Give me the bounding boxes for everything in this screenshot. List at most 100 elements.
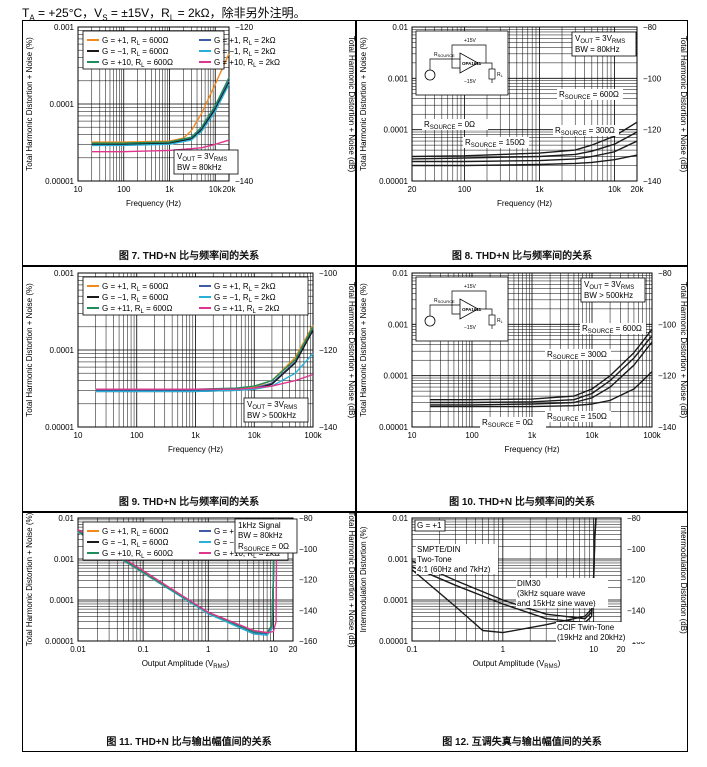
wire <box>429 304 460 316</box>
label-bg <box>557 89 623 100</box>
x-tick-label: 100 <box>465 431 479 440</box>
series-line <box>412 140 638 163</box>
label-bg <box>416 564 498 574</box>
y2-tick-label: −140 <box>299 606 318 615</box>
annotation-text: and 15kHz sine wave) <box>517 599 596 608</box>
legend-label: G = +1, RL = 2kΩ <box>214 36 276 47</box>
inset-label: RL <box>497 318 504 324</box>
inset-label: −15V <box>464 79 476 85</box>
y2-axis-label: Total Harmonic Distortion + Noise (dB) <box>347 282 356 419</box>
inset-label: RSOURCE <box>434 52 455 58</box>
series-line <box>411 131 638 160</box>
series-line <box>91 139 230 153</box>
legend-label: G = +10, RL = 2kΩ <box>214 549 280 560</box>
chart-panel-fig11: 0.00001 0.0001 0.001 0.01 0.01 0.1 1 10 20 −80 −10… <box>22 512 356 752</box>
x-tick-label: 1k <box>165 185 174 194</box>
x-tick-label: 10 <box>589 645 598 654</box>
label-bg <box>545 349 611 360</box>
y-tick-label: 0.01 <box>392 269 408 278</box>
x-tick-label: 10 <box>408 431 417 440</box>
annotation-text: RSOURCE = 150Ω <box>547 412 607 423</box>
chart-panel-fig9: 0.00001 0.0001 0.001 10 100 1k 10k 100k −100 −120… <box>22 266 356 512</box>
x-tick-label: 10k <box>586 431 600 440</box>
annotation-text: RSOURCE = 600Ω <box>559 90 619 101</box>
y-tick-label: 0.00001 <box>45 177 74 186</box>
y-tick-label: 0.00001 <box>45 423 74 432</box>
x-tick-label: 10 <box>74 431 83 440</box>
annotation-text: RSOURCE = 0Ω <box>238 542 289 553</box>
y2-axis-label: Total Harmonic Distortion + Noise (dB) <box>347 36 356 173</box>
plot-frame <box>411 517 622 642</box>
annotation-text: RSOURCE = 600Ω <box>582 324 642 335</box>
label-bg <box>580 323 646 334</box>
series-line <box>411 517 597 634</box>
y-axis-label: Intermodulation Distortion (%) <box>359 526 368 632</box>
y2-axis-label: Total Harmonic Distortion + Noise (dB) <box>679 36 688 173</box>
series-line <box>77 517 278 634</box>
series-line <box>430 335 653 404</box>
header-part: L <box>169 13 175 23</box>
y2-tick-label: −160 <box>299 637 318 646</box>
chart-svg-fig7: 0.00001 0.0001 0.001 10 100 1k 10k 20k −120 −140 F… <box>25 23 356 208</box>
legend-label: G = +1, RL = 600Ω <box>102 36 168 47</box>
x-tick-label: 20 <box>617 645 626 654</box>
opamp-symbol <box>459 52 479 74</box>
header-part: A <box>29 13 35 23</box>
series-line <box>91 77 230 144</box>
annotation-box <box>571 31 637 57</box>
series-line <box>91 82 230 146</box>
y2-tick-label: −80 <box>658 269 672 278</box>
annotation-text: VOUT = 3VRMS <box>177 152 227 163</box>
figure-caption: 图 11. THD+N 比与输出幅值间的关系 <box>106 737 272 748</box>
x-tick-label: 10 <box>74 185 83 194</box>
y-tick-label: 0.0001 <box>50 100 75 109</box>
annotation-box <box>173 149 239 175</box>
annotation-box <box>414 519 446 532</box>
annotation-text: VOUT = 3VRMS <box>575 34 625 45</box>
y-tick-label: 0.01 <box>58 514 74 523</box>
annotation-text: 4:1 (60Hz and 7kHz) <box>417 565 491 574</box>
annotation-text: (3kHz square wave <box>517 589 586 598</box>
legend-label: G = +11, RL = 600Ω <box>102 304 172 315</box>
load-resistor <box>488 314 496 326</box>
figure-caption: 图 9. THD+N 比与频率间的关系 <box>118 497 260 508</box>
y-tick-label: 0.001 <box>388 74 409 83</box>
y2-tick-label: −120 <box>658 372 677 381</box>
label-bg <box>416 544 498 554</box>
annotation-text: RSOURCE = 0Ω <box>424 120 475 131</box>
opamp-symbol <box>459 298 479 320</box>
chart-svg-fig8: 0.00001 0.0001 0.001 0.01 20 100 1k 10k 20k −80 −1… <box>359 23 688 208</box>
legend-label: G = +11, RL = 2kΩ <box>214 304 279 315</box>
y-tick-label: 0.00001 <box>379 637 408 646</box>
y2-tick-label: −140 <box>319 423 338 432</box>
annotation-text: Two-Tone <box>417 555 452 564</box>
plot-frame <box>411 26 638 182</box>
series-line <box>95 329 314 393</box>
wire <box>429 58 460 70</box>
y2-tick-label: −120 <box>299 576 318 585</box>
y2-tick-label: −120 <box>319 346 338 355</box>
series-line <box>412 154 638 167</box>
legend-label: G = −1, RL = 2kΩ <box>214 293 276 304</box>
series-line <box>411 121 638 158</box>
annotation-text: G = +1 <box>417 521 442 530</box>
header-part: = +25°C，V <box>34 6 103 20</box>
x-tick-label: 20 <box>289 645 298 654</box>
y2-tick-label: −80 <box>627 514 641 523</box>
y-tick-label: 0.001 <box>54 23 75 32</box>
x-tick-label: 10 <box>269 645 278 654</box>
annotation-text: BW > 500kHz <box>247 411 296 420</box>
y2-tick-label: −120 <box>235 23 254 32</box>
legend-label: G = −1, RL = 600Ω <box>102 293 168 304</box>
series-line <box>91 80 230 144</box>
x-axis-label: Frequency (Hz) <box>168 445 223 454</box>
series-line <box>95 353 314 393</box>
y-tick-label: 0.0001 <box>50 596 75 605</box>
y-tick-label: 0.0001 <box>50 346 75 355</box>
legend-label: G = +10, RL = 600Ω <box>102 58 173 69</box>
y2-tick-label: −100 <box>299 545 318 554</box>
header-part: = 2kΩ，除非另外注明。 <box>174 6 306 20</box>
annotation-text: VOUT = 3VRMS <box>247 400 297 411</box>
plot-frame <box>77 272 314 428</box>
label-bg <box>422 119 488 130</box>
